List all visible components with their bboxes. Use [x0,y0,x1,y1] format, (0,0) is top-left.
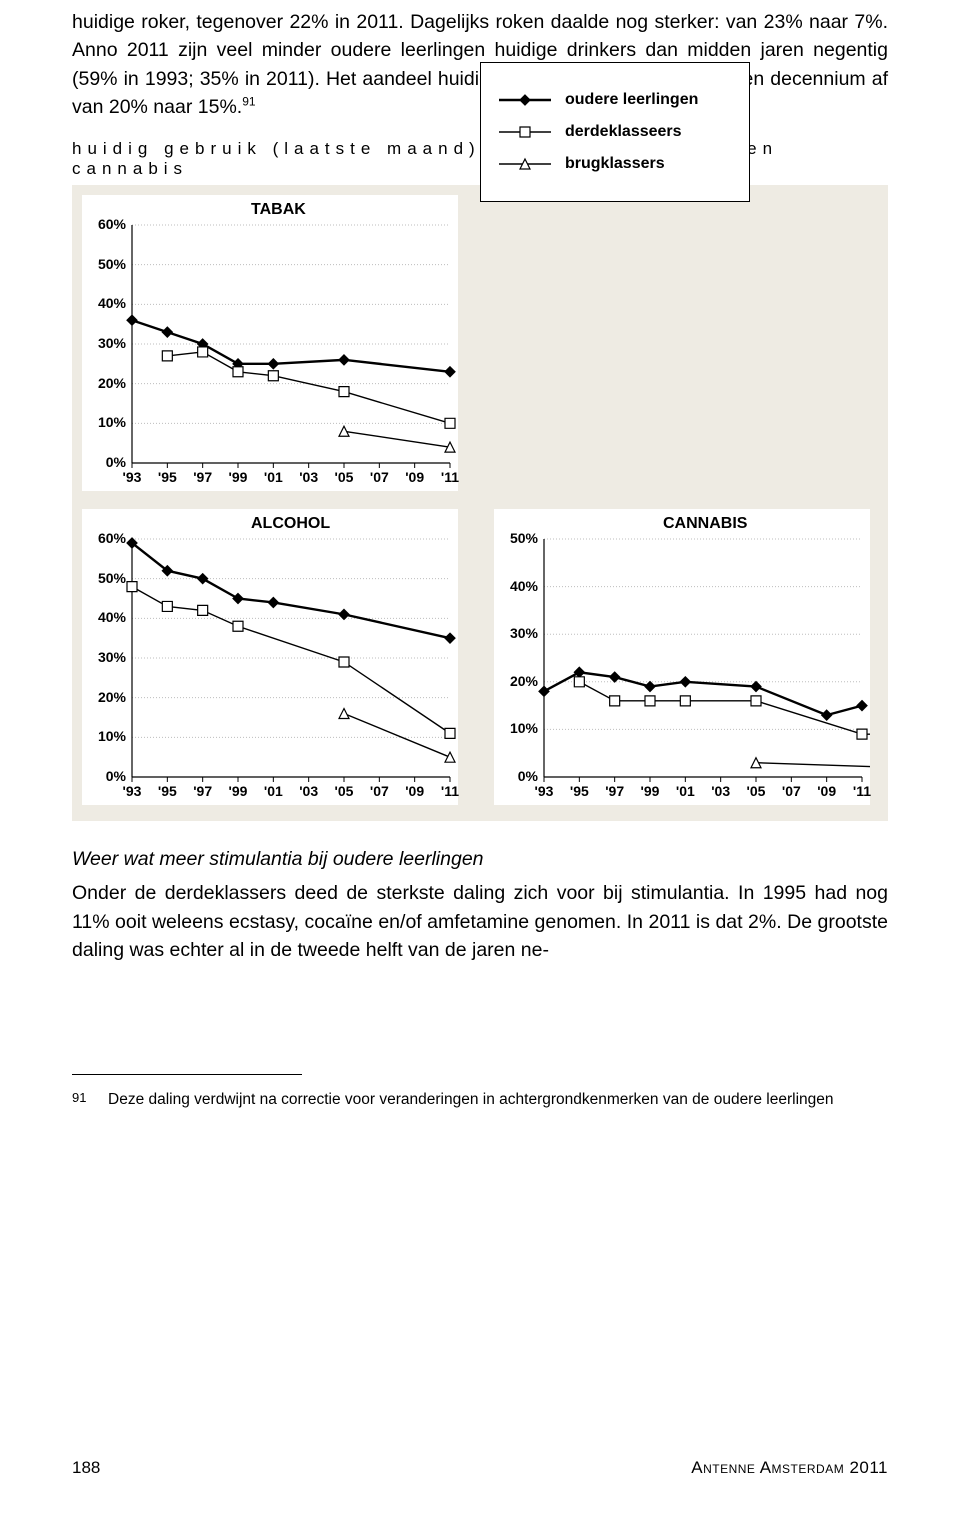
y-axis-label: 40% [494,578,538,594]
y-axis-label: 20% [82,689,126,705]
y-axis-label: 60% [82,216,126,232]
paragraph-2: Onder de derdeklassers deed de sterkste … [72,879,888,964]
x-axis-label: '95 [152,469,182,485]
legend-label: derdeklasseers [565,123,682,141]
x-axis-label: '93 [117,469,147,485]
y-axis-label: 0% [82,454,126,470]
y-axis-label: 0% [82,768,126,784]
y-axis-label: 20% [82,375,126,391]
legend-label: brugklassers [565,155,665,173]
footnote-text: Deze daling verdwijnt na correctie voor … [108,1089,834,1111]
y-axis-label: 50% [82,570,126,586]
x-axis-label: '93 [117,783,147,799]
chart-tabak: TABAK 0% 10% 20% 30% 40% 50% 60% '93 '95 '97 '99 '01… [82,195,458,491]
legend-item: derdeklasseers [499,123,731,141]
y-axis-label: 30% [82,649,126,665]
y-axis-label: 10% [82,728,126,744]
y-axis-label: 20% [494,673,538,689]
y-axis-label: 0% [494,768,538,784]
x-axis-label: '03 [294,783,324,799]
x-axis-label: '09 [812,783,842,799]
y-axis-label: 30% [82,335,126,351]
chart-title: CANNABIS [663,515,747,533]
legend-item: brugklassers [499,155,731,173]
x-axis-label: '07 [364,469,394,485]
page-number: 188 [72,1458,100,1478]
x-axis-label: '99 [223,783,253,799]
x-axis-label: '09 [400,783,430,799]
x-axis-label: '05 [329,783,359,799]
x-axis-label: '97 [188,783,218,799]
y-axis-label: 50% [82,256,126,272]
x-axis-label: '11 [435,469,465,485]
x-axis-label: '11 [847,783,877,799]
y-axis-label: 40% [82,295,126,311]
chart-cannabis: CANNABIS 0% 10% 20% 30% 40% 50% '93 '95 '97 '99 '01… [494,509,870,805]
italic-heading: Weer wat meer stimulantia bij oudere lee… [72,845,888,873]
x-axis-label: '97 [188,469,218,485]
x-axis-label: '07 [776,783,806,799]
footer-right: Antenne Amsterdam 2011 [691,1458,888,1478]
legend-label: oudere leerlingen [565,91,698,109]
y-axis-label: 50% [494,530,538,546]
y-axis-label: 10% [494,720,538,736]
x-axis-label: '05 [329,469,359,485]
x-axis-label: '01 [258,783,288,799]
x-axis-label: '09 [400,469,430,485]
y-axis-label: 40% [82,609,126,625]
x-axis-label: '01 [258,469,288,485]
chart-alcohol: ALCOHOL 0% 10% 20% 30% 40% 50% 60% '93 '95 '97 '99 '… [82,509,458,805]
legend-item: oudere leerlingen [499,91,731,109]
chart-title: TABAK [251,201,306,219]
x-axis-label: '05 [741,783,771,799]
footnote-rule [72,1074,302,1075]
footnote-ref: 91 [242,94,255,108]
x-axis-label: '07 [364,783,394,799]
x-axis-label: '03 [294,469,324,485]
x-axis-label: '99 [635,783,665,799]
x-axis-label: '95 [152,783,182,799]
y-axis-label: 30% [494,625,538,641]
charts-container: TABAK 0% 10% 20% 30% 40% 50% 60% '93 '95 '97 '99 '01… [72,185,888,821]
chart-legend: oudere leerlingen derdeklasseers brugklass… [480,62,750,202]
x-axis-label: '11 [435,783,465,799]
x-axis-label: '95 [564,783,594,799]
x-axis-label: '03 [706,783,736,799]
x-axis-label: '01 [670,783,700,799]
y-axis-label: 10% [82,414,126,430]
y-axis-label: 60% [82,530,126,546]
x-axis-label: '93 [529,783,559,799]
footnote-number: 91 [72,1089,108,1111]
chart-title: ALCOHOL [251,515,330,533]
x-axis-label: '97 [600,783,630,799]
footnote: 91 Deze daling verdwijnt na correctie vo… [72,1089,888,1111]
page-footer: 188 Antenne Amsterdam 2011 [72,1458,888,1478]
x-axis-label: '99 [223,469,253,485]
